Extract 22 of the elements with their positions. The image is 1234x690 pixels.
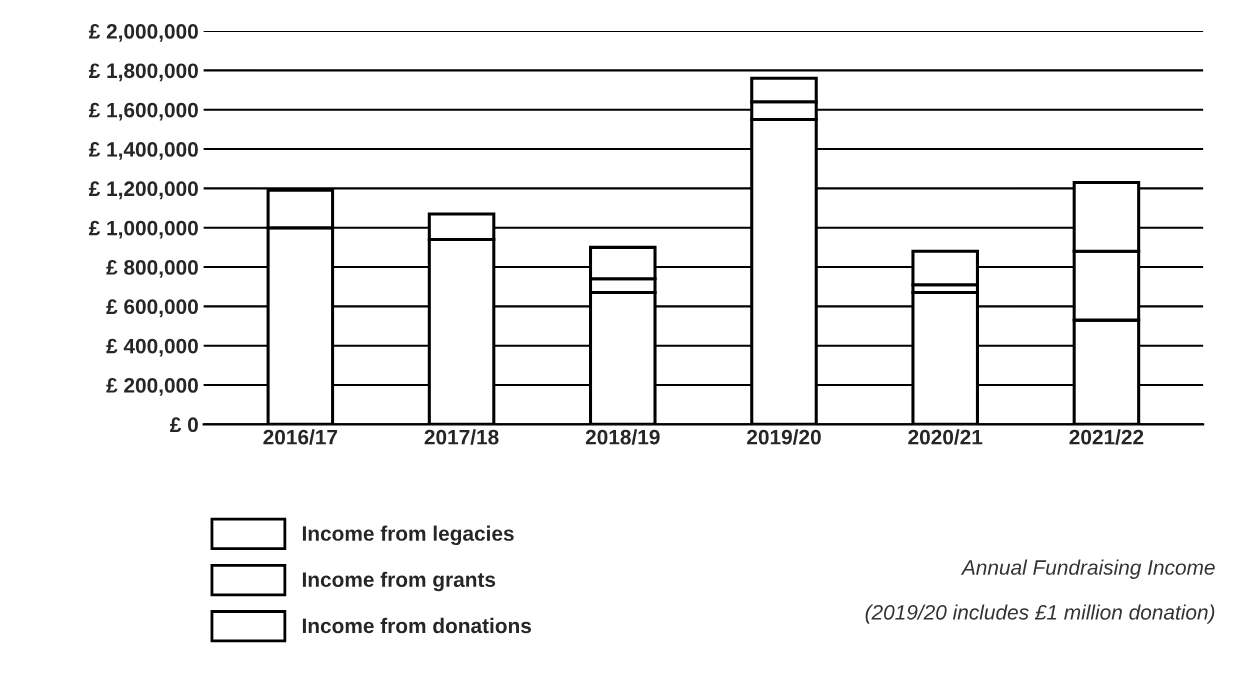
y-tick-label: £ 1,000,000 — [88, 220, 198, 239]
x-tick-label: 2021/22 — [1069, 429, 1144, 445]
y-tick-label: £ 1,800,000 — [88, 63, 198, 82]
y-tick-label: £ 1,200,000 — [88, 181, 198, 200]
y-tick-label: £ 1,400,000 — [88, 142, 198, 160]
legend-label: Income from donations — [302, 617, 532, 634]
text: (2019/20 includes £1 million donation) — [865, 604, 1215, 624]
y-tick-label: £ 1,600,000 — [88, 102, 198, 121]
x-tick-label: 2017/18 — [424, 429, 499, 445]
y-tick-label: £ 400,000 — [106, 338, 198, 357]
y-tick-label: £ 600,000 — [106, 299, 198, 318]
y-tick-label: £ 200,000 — [106, 378, 198, 396]
text: Annual Fundraising Income — [960, 559, 1215, 579]
x-tick-label: 2016/17 — [263, 429, 338, 445]
y-tick-label: £ 800,000 — [106, 260, 198, 278]
legend-label: Income from grants — [302, 571, 496, 592]
legend-label: Income from legacies — [302, 525, 514, 546]
x-tick-label: 2018/19 — [585, 429, 660, 445]
y-tick-label: £ 0 — [170, 417, 198, 433]
x-tick-label: 2020/21 — [908, 429, 983, 445]
x-tick-label: 2019/20 — [747, 429, 821, 445]
y-tick-label: £ 2,000,000 — [88, 24, 198, 42]
